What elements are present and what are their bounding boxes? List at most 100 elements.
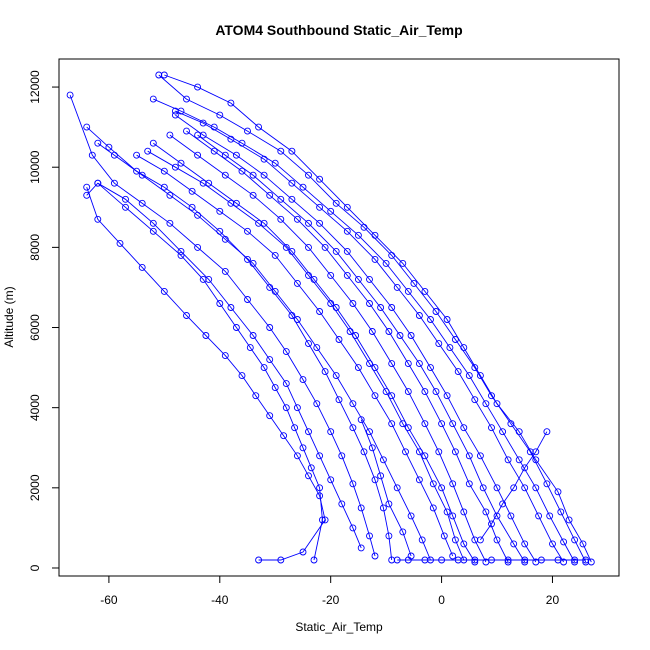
data-point xyxy=(399,528,407,536)
data-point xyxy=(427,316,434,323)
data-point xyxy=(282,404,290,412)
data-point xyxy=(307,464,315,472)
data-point xyxy=(291,424,299,432)
data-point xyxy=(210,147,218,155)
data-point xyxy=(305,271,312,279)
data-point xyxy=(221,171,229,179)
data-point xyxy=(221,352,229,360)
series-7 xyxy=(183,127,512,566)
data-point xyxy=(277,195,285,203)
y-tick-label: 6000 xyxy=(28,314,42,341)
data-point xyxy=(133,167,141,175)
data-point xyxy=(488,424,495,432)
data-point xyxy=(280,432,288,440)
series-10 xyxy=(144,147,468,564)
data-point xyxy=(160,287,168,295)
data-point xyxy=(293,404,301,412)
data-point xyxy=(313,400,321,408)
data-point xyxy=(507,420,515,428)
data-point xyxy=(343,203,351,211)
series-2 xyxy=(155,71,590,566)
data-point xyxy=(532,484,540,492)
y-tick-label: 8000 xyxy=(28,234,42,261)
series-line xyxy=(186,130,509,563)
data-point xyxy=(557,508,565,516)
data-point xyxy=(327,207,335,215)
y-tick-label: 0 xyxy=(28,564,42,571)
data-point xyxy=(521,558,529,566)
series-13 xyxy=(83,123,396,564)
data-point xyxy=(299,183,307,191)
data-point xyxy=(171,163,179,171)
data-point xyxy=(232,324,240,331)
series-line xyxy=(97,142,431,561)
series-line xyxy=(480,431,548,541)
series-4 xyxy=(171,107,568,566)
series-14 xyxy=(66,91,379,560)
data-point xyxy=(138,199,146,207)
data-point xyxy=(260,219,268,227)
x-tick-label: -40 xyxy=(211,593,229,607)
data-point xyxy=(449,420,457,428)
data-point xyxy=(460,424,468,432)
data-point xyxy=(177,251,185,259)
data-point xyxy=(521,464,529,472)
data-point xyxy=(116,239,124,247)
data-point xyxy=(83,123,91,131)
x-tick-label: -20 xyxy=(322,593,340,607)
x-tick-label: -60 xyxy=(100,593,118,607)
series-16 xyxy=(83,179,326,564)
data-point xyxy=(343,271,351,279)
data-point xyxy=(388,420,396,428)
data-point xyxy=(88,151,96,159)
data-point xyxy=(335,336,343,343)
data-point xyxy=(532,448,540,456)
series-5 xyxy=(171,111,540,566)
data-point xyxy=(288,179,296,187)
data-point xyxy=(535,512,543,520)
data-point xyxy=(435,340,443,348)
data-point xyxy=(482,400,490,408)
data-point xyxy=(160,183,168,191)
data-point xyxy=(454,556,462,564)
data-point xyxy=(357,416,365,424)
data-point xyxy=(316,175,324,183)
data-point xyxy=(443,392,451,400)
data-point xyxy=(144,147,152,155)
data-point xyxy=(349,300,357,307)
data-point xyxy=(388,360,396,368)
data-point xyxy=(271,384,279,392)
data-point xyxy=(454,368,462,376)
data-point xyxy=(299,444,307,452)
data-point xyxy=(260,171,268,179)
data-point xyxy=(194,131,202,139)
data-point xyxy=(565,516,573,524)
data-point xyxy=(407,552,415,560)
data-point xyxy=(149,227,157,235)
data-point xyxy=(346,328,354,335)
data-point xyxy=(327,476,335,484)
series-line xyxy=(197,134,526,563)
data-point xyxy=(460,540,468,548)
data-point xyxy=(549,540,556,548)
data-point xyxy=(499,428,507,436)
data-point xyxy=(415,476,423,484)
data-point xyxy=(393,556,401,564)
data-point xyxy=(238,167,246,175)
data-point xyxy=(305,243,312,251)
data-point xyxy=(560,538,568,546)
data-point xyxy=(371,476,379,484)
series-line xyxy=(360,419,412,557)
data-point xyxy=(404,360,412,368)
data-point xyxy=(368,328,376,335)
data-point xyxy=(316,492,324,500)
data-point xyxy=(421,388,429,396)
data-point xyxy=(421,452,429,460)
chart-title: ATOM4 Southbound Static_Air_Temp xyxy=(215,22,462,38)
data-point xyxy=(382,259,390,267)
data-point xyxy=(194,243,202,251)
data-point xyxy=(305,428,312,436)
series-line xyxy=(153,142,476,563)
data-point xyxy=(277,147,285,155)
data-point xyxy=(504,456,512,464)
